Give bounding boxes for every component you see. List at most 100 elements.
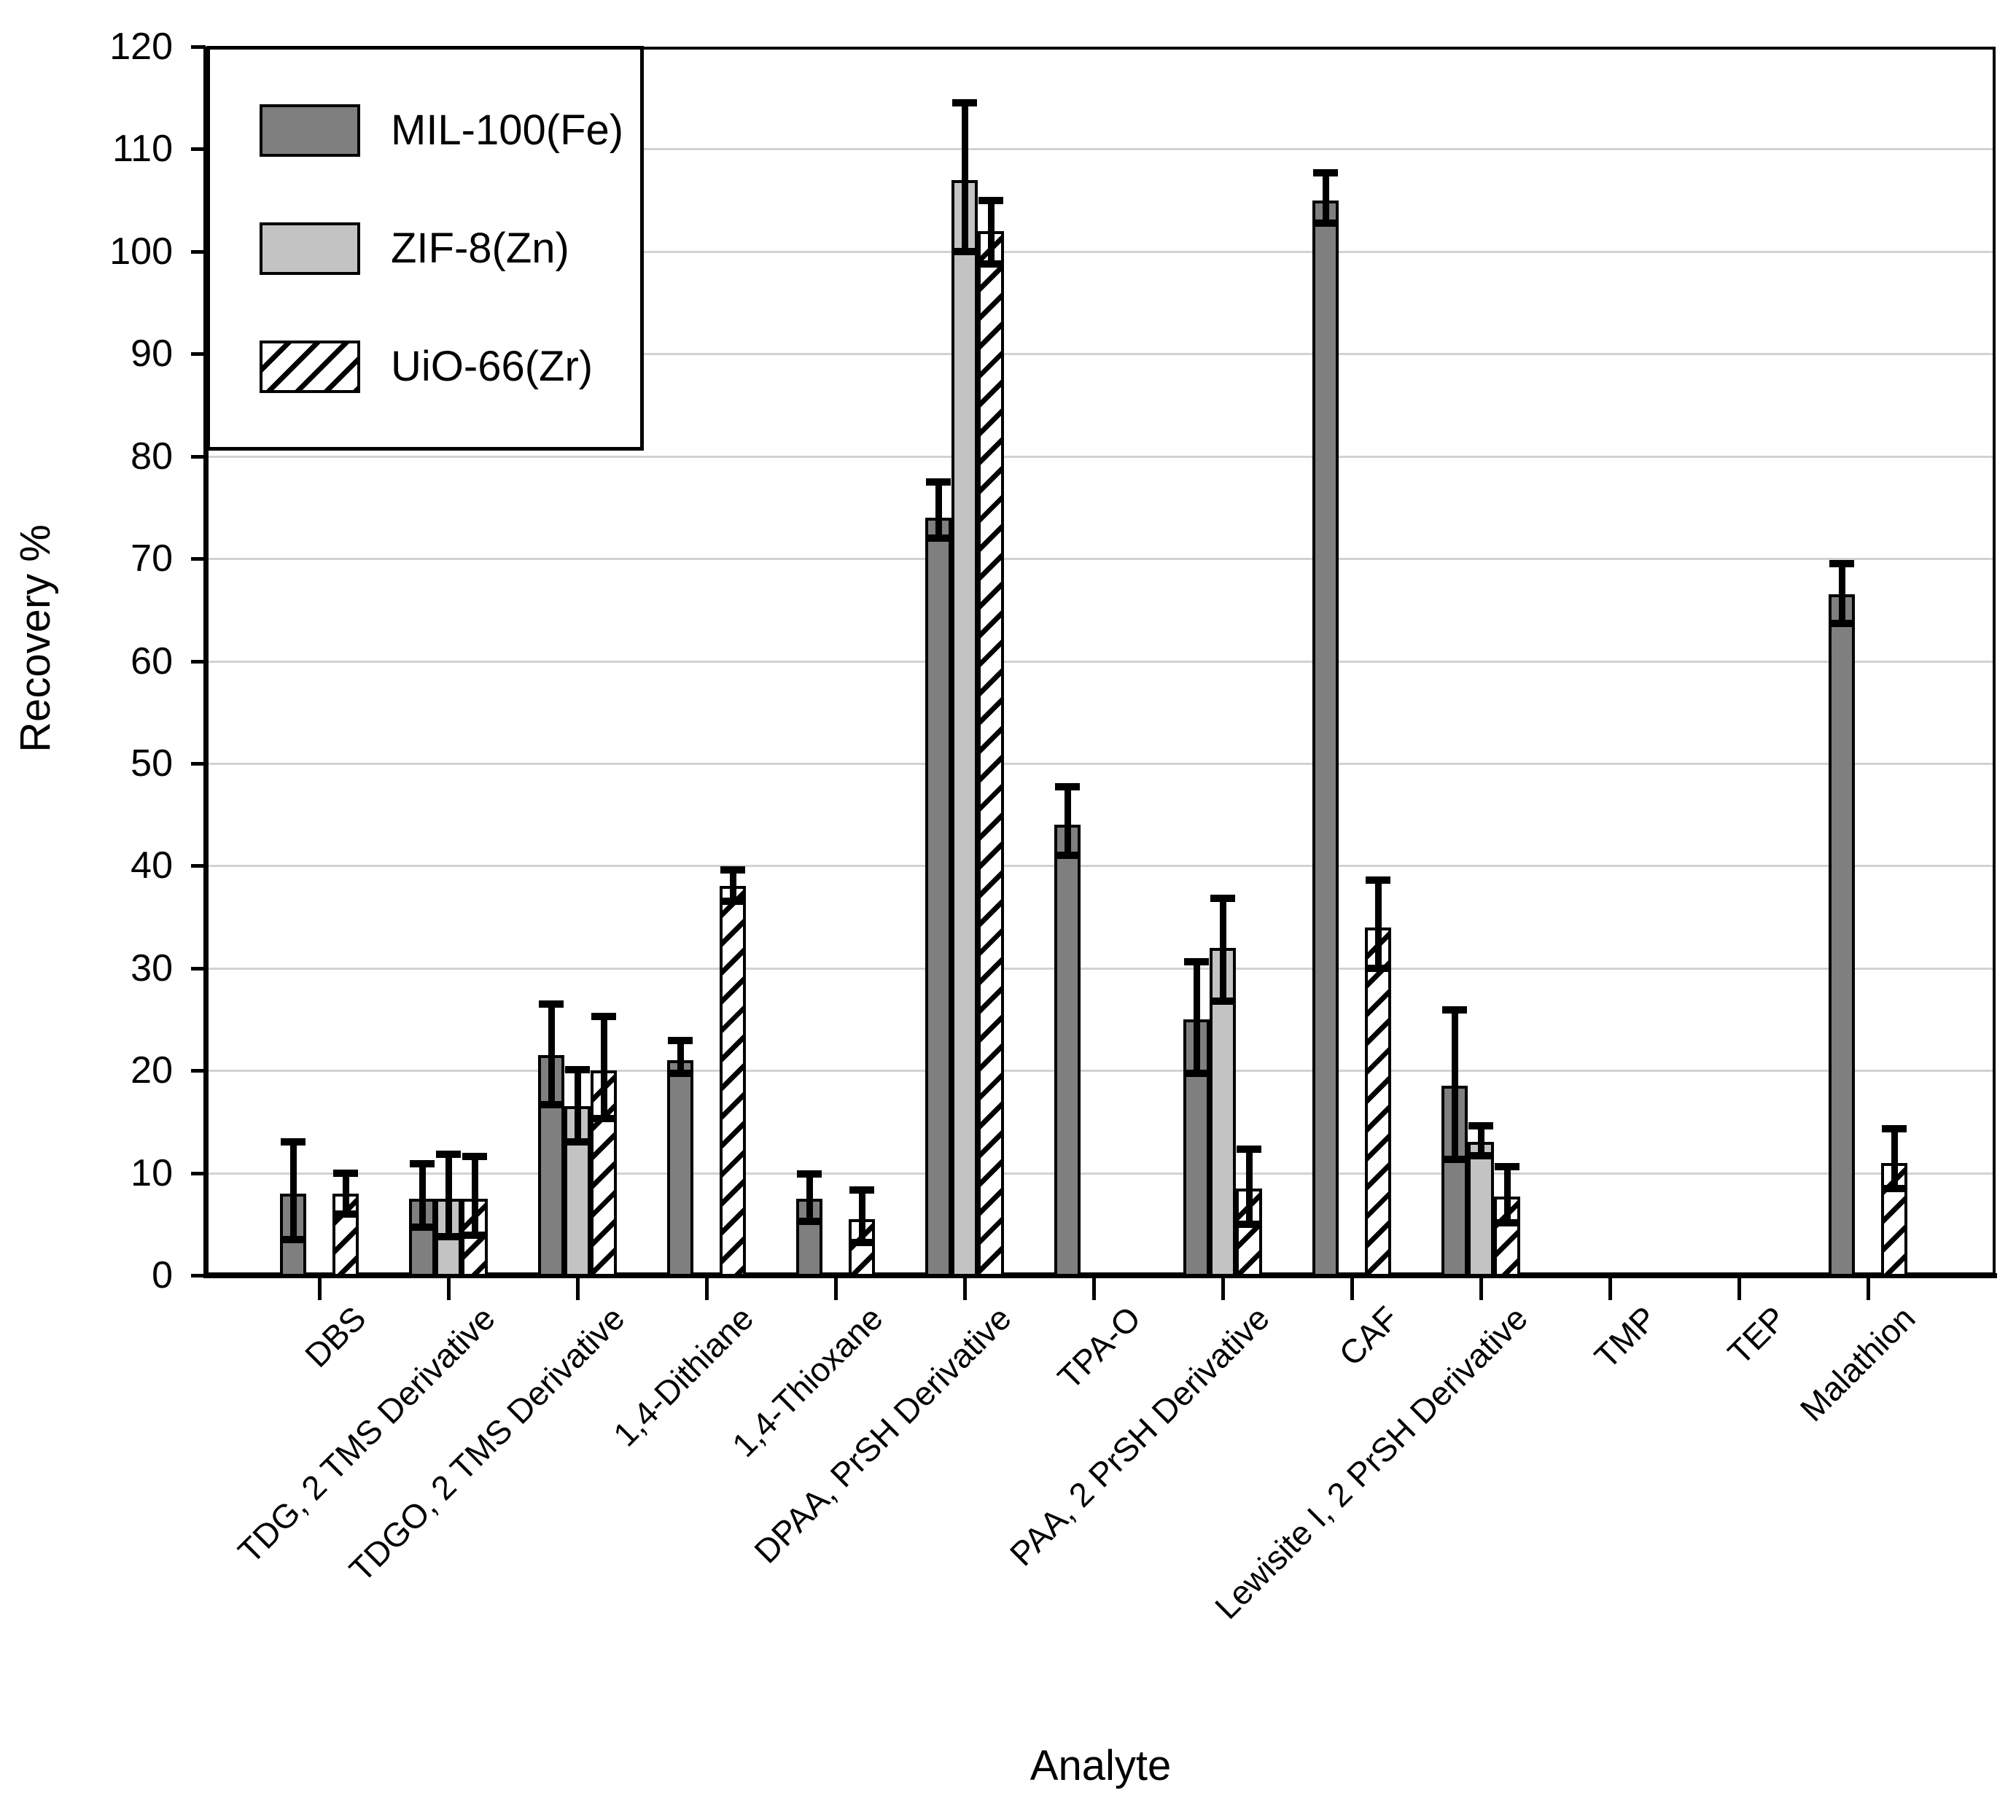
error-bar-cap-top bbox=[1366, 876, 1390, 884]
x-axis-tick bbox=[447, 1275, 451, 1300]
error-bar-cap-bottom bbox=[539, 1100, 564, 1108]
error-bar-cap-bottom bbox=[1495, 1219, 1519, 1227]
error-bar-whisker bbox=[988, 200, 995, 264]
x-axis-tick bbox=[1092, 1275, 1096, 1300]
error-bar-cap-bottom bbox=[797, 1217, 822, 1225]
y-tick-label: 0 bbox=[152, 1254, 173, 1296]
gridline bbox=[208, 558, 1994, 561]
legend: MIL-100(Fe) ZIF-8(Zn) UiO-66(Zr) bbox=[206, 46, 644, 451]
error-bar-cap-bottom bbox=[668, 1070, 693, 1078]
y-axis-tick bbox=[191, 147, 206, 152]
bar bbox=[925, 517, 951, 1277]
error-bar-cap-bottom bbox=[1184, 1070, 1209, 1078]
legend-label: ZIF-8(Zn) bbox=[391, 225, 569, 272]
legend-swatch-uio-66-zr bbox=[260, 340, 360, 393]
bar bbox=[564, 1106, 591, 1277]
error-bar-whisker bbox=[962, 103, 968, 252]
y-axis-tick bbox=[191, 454, 206, 459]
y-axis-tick bbox=[191, 966, 206, 971]
y-axis-line bbox=[203, 47, 208, 1278]
y-tick-label: 30 bbox=[131, 946, 173, 989]
error-bar-cap-bottom bbox=[1210, 997, 1235, 1005]
gridline bbox=[208, 250, 1994, 253]
legend-item: ZIF-8(Zn) bbox=[260, 222, 640, 275]
error-bar-cap-top bbox=[1055, 783, 1080, 791]
error-bar-cap-bottom bbox=[926, 534, 951, 542]
error-bar-whisker bbox=[1478, 1125, 1484, 1156]
x-axis-tick bbox=[963, 1275, 967, 1300]
y-tick-label: 10 bbox=[131, 1151, 173, 1194]
bar bbox=[1468, 1142, 1494, 1277]
error-bar-cap-top bbox=[797, 1170, 822, 1178]
y-tick-label: 70 bbox=[131, 537, 173, 580]
y-axis-tick bbox=[191, 249, 206, 254]
error-bar-whisker bbox=[1375, 879, 1382, 968]
error-bar-whisker bbox=[1065, 787, 1071, 856]
error-bar-cap-top bbox=[849, 1186, 874, 1194]
error-bar-cap-bottom bbox=[1366, 964, 1390, 972]
error-bar-whisker bbox=[935, 481, 942, 538]
error-bar-cap-top bbox=[281, 1138, 305, 1146]
error-bar-cap-bottom bbox=[591, 1115, 616, 1123]
y-tick-label: 50 bbox=[131, 742, 173, 785]
error-bar-whisker bbox=[1323, 172, 1329, 223]
error-bar-cap-bottom bbox=[565, 1138, 590, 1146]
error-bar-cap-top bbox=[1468, 1121, 1493, 1129]
y-axis-tick bbox=[191, 557, 206, 561]
y-tick-label: 40 bbox=[131, 844, 173, 887]
bar bbox=[978, 230, 1004, 1277]
y-tick-label: 90 bbox=[131, 332, 173, 376]
error-bar-whisker bbox=[1246, 1149, 1253, 1224]
bar bbox=[1054, 825, 1081, 1277]
error-bar-cap-top bbox=[926, 478, 951, 486]
x-axis-tick bbox=[1221, 1275, 1225, 1300]
error-bar-whisker bbox=[1504, 1167, 1511, 1224]
error-bar-cap-bottom bbox=[849, 1239, 874, 1247]
x-axis-tick bbox=[318, 1275, 322, 1300]
error-bar-cap-top bbox=[410, 1159, 435, 1167]
error-bar-whisker bbox=[290, 1142, 297, 1240]
error-bar-cap-top bbox=[720, 866, 745, 874]
error-bar-whisker bbox=[343, 1172, 349, 1214]
error-bar-cap-top bbox=[1184, 958, 1209, 966]
error-bar-whisker bbox=[548, 1003, 555, 1105]
error-bar-whisker bbox=[601, 1016, 607, 1119]
x-category-label: TDG, 2 TMS Derivative bbox=[230, 1299, 503, 1571]
gridline bbox=[208, 762, 1994, 765]
x-category-label: CAF bbox=[1331, 1299, 1406, 1374]
bar bbox=[720, 886, 746, 1277]
y-tick-label: 120 bbox=[109, 26, 173, 68]
y-tick-label: 110 bbox=[112, 128, 173, 171]
x-category-label: TMP bbox=[1587, 1299, 1665, 1376]
error-bar-cap-bottom bbox=[1442, 1156, 1467, 1164]
error-bar-cap-bottom bbox=[1237, 1220, 1261, 1228]
error-bar-cap-bottom bbox=[1468, 1151, 1493, 1159]
bar bbox=[1829, 594, 1855, 1277]
y-axis-tick bbox=[191, 761, 206, 766]
x-axis-tick bbox=[1479, 1275, 1483, 1300]
error-bar-cap-top bbox=[1442, 1006, 1467, 1014]
error-bar-cap-bottom bbox=[281, 1235, 305, 1243]
bar bbox=[1183, 1019, 1210, 1277]
x-axis-tick bbox=[1867, 1275, 1870, 1300]
error-bar-cap-bottom bbox=[1313, 219, 1338, 227]
gridline bbox=[208, 865, 1994, 868]
x-axis-line bbox=[203, 1273, 1997, 1278]
gridline bbox=[208, 660, 1994, 663]
x-axis-tick bbox=[705, 1275, 709, 1300]
y-axis-tick bbox=[191, 1274, 206, 1278]
error-bar-cap-top bbox=[1237, 1146, 1261, 1154]
error-bar-cap-top bbox=[591, 1012, 616, 1020]
legend-label: UiO-66(Zr) bbox=[391, 343, 593, 390]
error-bar-cap-bottom bbox=[1829, 619, 1854, 627]
y-tick-label: 100 bbox=[109, 230, 173, 273]
x-category-label: DPAA, PrSH Derivative bbox=[747, 1299, 1019, 1571]
error-bar-whisker bbox=[1194, 962, 1200, 1074]
x-category-label: Malathion bbox=[1792, 1299, 1923, 1429]
error-bar-cap-bottom bbox=[1882, 1184, 1907, 1192]
error-bar-cap-top bbox=[1313, 168, 1338, 176]
error-bar-whisker bbox=[575, 1069, 581, 1143]
error-bar-cap-top bbox=[668, 1037, 693, 1045]
error-bar-cap-bottom bbox=[1055, 852, 1080, 860]
